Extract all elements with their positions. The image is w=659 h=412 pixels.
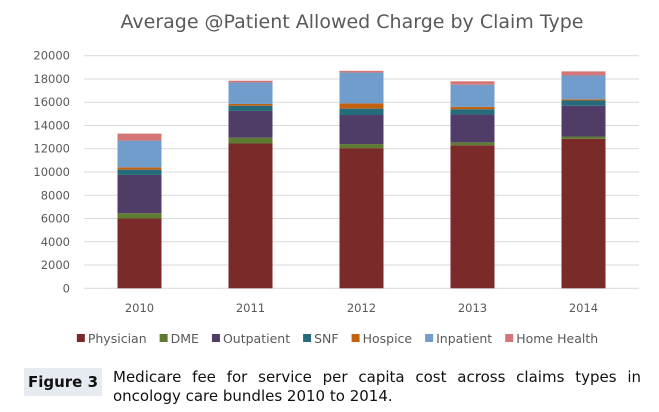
bar-segment-home-health [561, 71, 606, 76]
x-tick-label: 2012 [347, 301, 376, 315]
y-tick-label: 16000 [33, 95, 70, 109]
bar-segment-hospice [117, 167, 162, 170]
bar-segment-home-health [450, 81, 495, 85]
bar-segment-physician [117, 218, 162, 289]
bar-segment-home-health [339, 70, 384, 73]
legend-item-outpatient: Outpatient [211, 331, 290, 346]
legend-label: Physician [88, 331, 147, 346]
legend-label: Hospice [363, 331, 413, 346]
bar-segment-dme [561, 136, 606, 139]
bar-segment-dme [228, 137, 273, 144]
bars [117, 70, 606, 289]
legend: Physician DME Outpatient SNF Hospice Inpatien… [76, 331, 598, 346]
legend-label: SNF [314, 331, 338, 346]
bar-segment-outpatient [450, 114, 495, 143]
legend-swatch [351, 334, 360, 342]
bar-segment-hospice [561, 99, 606, 101]
bar-segment-outpatient [228, 110, 273, 138]
stacked-bar-chart: Average @Patient Allowed Charge by Claim… [33, 11, 639, 346]
bar-segment-physician [450, 145, 495, 289]
bar-segment-dme [339, 144, 384, 149]
legend-label: Outpatient [223, 331, 290, 346]
y-tick-label: 2000 [41, 258, 70, 272]
bar-segment-home-health [228, 80, 273, 83]
legend-swatch [303, 334, 312, 342]
legend-swatch [159, 334, 168, 342]
bar-segment-dme [117, 213, 162, 219]
x-tick-label: 2013 [458, 301, 487, 315]
bar-segment-physician [561, 138, 606, 289]
bar-segment-hospice [339, 103, 384, 109]
legend-label: DME [171, 331, 199, 346]
y-tick-label: 14000 [33, 118, 70, 132]
bar-stack-2013 [450, 81, 495, 289]
bar-stack-2010 [117, 133, 162, 289]
bar-segment-physician [228, 143, 273, 289]
legend-swatch [76, 334, 85, 342]
bar-segment-home-health [117, 133, 162, 141]
legend-item-hospice: Hospice [351, 331, 413, 346]
chart-title: Average @Patient Allowed Charge by Claim… [121, 11, 584, 33]
bar-stack-2012 [339, 70, 384, 289]
x-tick-label: 2014 [569, 301, 598, 315]
bar-segment-outpatient [339, 115, 384, 145]
bar-segment-snf [561, 100, 606, 106]
bar-segment-inpatient [228, 82, 273, 104]
figure-caption: Medicare fee for service per capita cost… [113, 368, 641, 405]
x-tick-label: 2010 [125, 301, 154, 315]
legend-item-snf: SNF [303, 331, 339, 346]
figure-label: Figure 3 [24, 368, 102, 396]
y-axis-tick-labels: 0 2000 4000 6000 8000 10000 12000 14000 16000 180… [33, 49, 70, 296]
y-tick-label: 18000 [33, 72, 70, 86]
legend-item-dme: DME [159, 331, 199, 346]
bar-segment-inpatient [561, 75, 606, 100]
bar-stack-2011 [228, 80, 273, 289]
legend-label: Inpatient [436, 331, 492, 346]
x-tick-label: 2011 [236, 301, 265, 315]
legend-item-home-health: Home Health [505, 331, 598, 346]
bar-segment-dme [450, 142, 495, 146]
bar-segment-inpatient [450, 84, 495, 107]
bar-segment-physician [339, 148, 384, 289]
bar-segment-snf [117, 169, 162, 175]
bar-segment-outpatient [117, 174, 162, 214]
bar-segment-snf [450, 109, 495, 115]
bar-segment-snf [339, 108, 384, 116]
bar-stack-2014 [561, 71, 606, 289]
legend-label: Home Health [516, 331, 598, 346]
legend-swatch [211, 334, 220, 342]
y-tick-label: 10000 [33, 165, 70, 179]
y-tick-label: 8000 [41, 188, 70, 202]
y-tick-label: 20000 [33, 49, 70, 63]
legend-swatch [425, 334, 434, 342]
bar-segment-snf [228, 105, 273, 111]
bar-segment-hospice [228, 103, 273, 106]
y-tick-label: 12000 [33, 142, 70, 156]
y-tick-label: 6000 [41, 212, 70, 226]
y-tick-label: 4000 [41, 235, 70, 249]
legend-item-physician: Physician [76, 331, 147, 346]
x-axis-tick-labels: 2010 2011 2012 2013 2014 [125, 301, 598, 315]
bar-segment-outpatient [561, 105, 606, 137]
y-tick-label: 0 [63, 281, 70, 295]
bar-segment-inpatient [339, 72, 384, 104]
legend-swatch [505, 334, 514, 342]
bar-segment-hospice [450, 106, 495, 110]
bar-segment-inpatient [117, 140, 162, 168]
legend-item-inpatient: Inpatient [425, 331, 492, 346]
